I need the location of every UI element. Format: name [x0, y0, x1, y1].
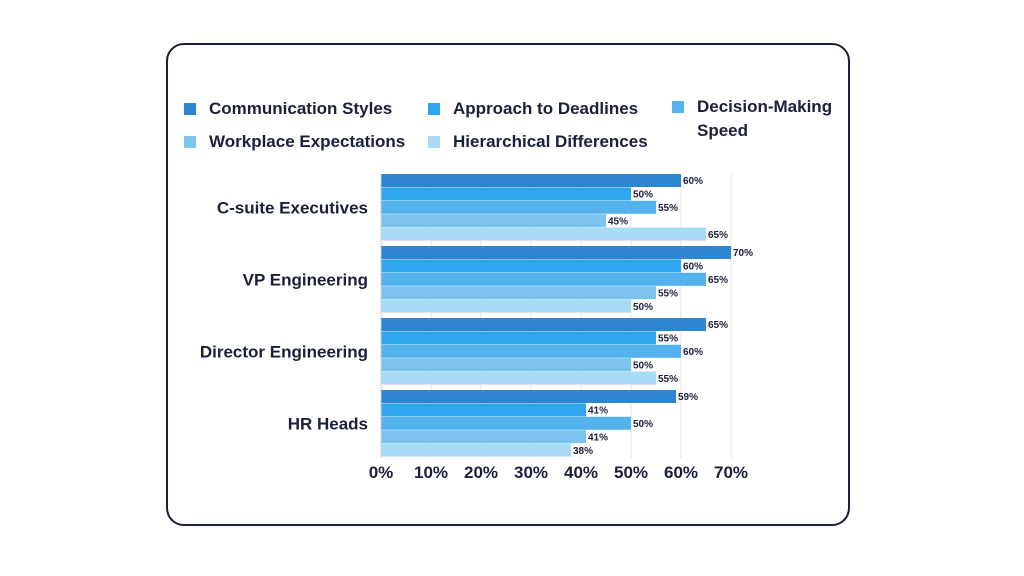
- x-tick-label: 50%: [614, 463, 648, 482]
- data-label: 55%: [658, 334, 678, 345]
- bar: [381, 358, 631, 372]
- legend-item-workplace-expectations: Workplace Expectations: [184, 130, 405, 154]
- data-label: 45%: [608, 216, 628, 227]
- bar: [381, 246, 731, 259]
- bar: [381, 200, 656, 214]
- bar: [381, 331, 656, 345]
- legend-label: Decision-Making Speed: [697, 97, 833, 140]
- data-label: 65%: [708, 275, 728, 286]
- legend-label: Workplace Expectations: [209, 132, 406, 151]
- data-label: 60%: [683, 176, 703, 187]
- data-label: 65%: [708, 230, 728, 241]
- category-label: VP Engineering: [243, 271, 368, 290]
- legend-item-decision-making-speed: Decision-Making Speed: [672, 95, 847, 143]
- x-tick-label: 70%: [714, 463, 748, 482]
- data-label: 50%: [633, 190, 653, 201]
- category-label: Director Engineering: [200, 343, 368, 362]
- data-label: 38%: [573, 446, 593, 457]
- bar: [381, 227, 706, 241]
- x-tick-label: 30%: [514, 463, 548, 482]
- bar: [381, 259, 681, 273]
- bar: [381, 416, 631, 430]
- category-label: C-suite Executives: [217, 199, 368, 218]
- legend-swatch: [672, 101, 684, 113]
- legend-swatch: [184, 103, 196, 115]
- legend-label: Hierarchical Differences: [453, 132, 648, 151]
- x-tick-label: 10%: [414, 463, 448, 482]
- x-tick-label: 60%: [664, 463, 698, 482]
- bar: [381, 318, 706, 331]
- data-label: 70%: [733, 248, 753, 259]
- category-label: HR Heads: [288, 415, 368, 434]
- legend-swatch: [428, 136, 440, 148]
- bar: [381, 403, 586, 417]
- bar: [381, 187, 631, 201]
- data-label: 55%: [658, 288, 678, 299]
- data-label: 65%: [708, 320, 728, 331]
- x-tick-label: 0%: [369, 463, 394, 482]
- legend-label: Approach to Deadlines: [453, 99, 639, 118]
- legend-item-hierarchical-differences: Hierarchical Differences: [428, 130, 648, 154]
- legend-swatch: [184, 136, 196, 148]
- bar: [381, 174, 681, 187]
- data-label: 60%: [683, 262, 703, 273]
- bar: [381, 299, 631, 313]
- bar: [381, 430, 586, 444]
- legend-item-communication-styles: Communication Styles: [184, 97, 392, 121]
- data-label: 41%: [588, 406, 608, 417]
- bar: [381, 390, 676, 403]
- data-label: 50%: [633, 360, 653, 371]
- data-label: 59%: [678, 392, 698, 403]
- bar: [381, 443, 571, 457]
- x-tick-label: 40%: [564, 463, 598, 482]
- legend-label: Communication Styles: [209, 99, 393, 118]
- data-label: 50%: [633, 419, 653, 430]
- data-label: 60%: [683, 347, 703, 358]
- legend-swatch: [428, 103, 440, 115]
- bar: [381, 286, 656, 300]
- bar: [381, 344, 681, 358]
- data-label: 50%: [633, 302, 653, 313]
- bar: [381, 371, 656, 385]
- bar: [381, 214, 606, 228]
- data-label: 41%: [588, 432, 608, 443]
- x-tick-label: 20%: [464, 463, 498, 482]
- legend-item-approach-to-deadlines: Approach to Deadlines: [428, 97, 638, 121]
- data-label: 55%: [658, 374, 678, 385]
- bar: [381, 272, 706, 286]
- data-label: 55%: [658, 203, 678, 214]
